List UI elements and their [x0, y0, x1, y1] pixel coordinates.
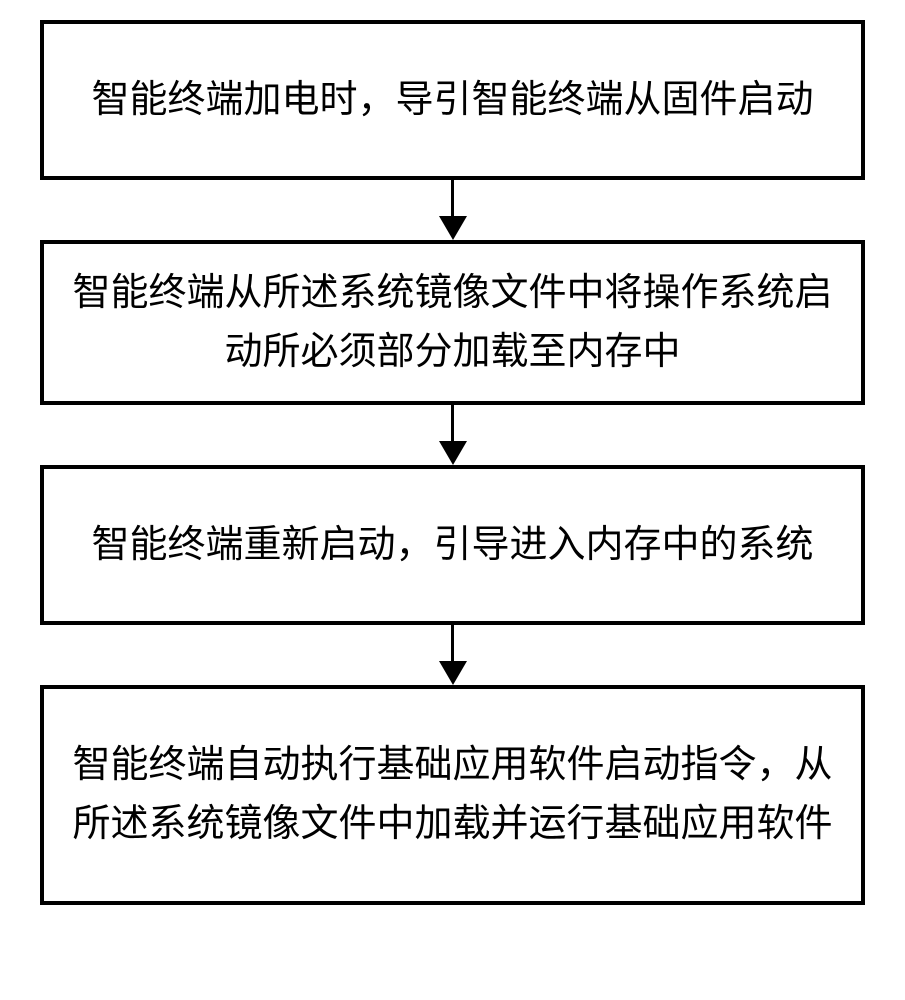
arrow-line — [451, 405, 454, 441]
arrow-3 — [439, 625, 467, 685]
step-2-load-os: 智能终端从所述系统镜像文件中将操作系统启动所必须部分加载至内存中 — [40, 240, 865, 405]
arrow-line — [451, 180, 454, 216]
arrow-1 — [439, 180, 467, 240]
arrow-2 — [439, 405, 467, 465]
step-1-power-on: 智能终端加电时，导引智能终端从固件启动 — [40, 20, 865, 180]
arrow-head — [439, 441, 467, 465]
step-4-text: 智能终端自动执行基础应用软件启动指令，从所述系统镜像文件中加载并运行基础应用软件 — [72, 736, 833, 854]
arrow-line — [451, 625, 454, 661]
arrow-head — [439, 661, 467, 685]
step-1-text: 智能终端加电时，导引智能终端从固件启动 — [91, 71, 813, 130]
step-3-text: 智能终端重新启动，引导进入内存中的系统 — [91, 516, 813, 575]
arrow-head — [439, 216, 467, 240]
step-4-run-app: 智能终端自动执行基础应用软件启动指令，从所述系统镜像文件中加载并运行基础应用软件 — [40, 685, 865, 905]
flowchart-container: 智能终端加电时，导引智能终端从固件启动 智能终端从所述系统镜像文件中将操作系统启… — [0, 0, 905, 925]
step-3-reboot: 智能终端重新启动，引导进入内存中的系统 — [40, 465, 865, 625]
step-2-text: 智能终端从所述系统镜像文件中将操作系统启动所必须部分加载至内存中 — [72, 264, 833, 382]
